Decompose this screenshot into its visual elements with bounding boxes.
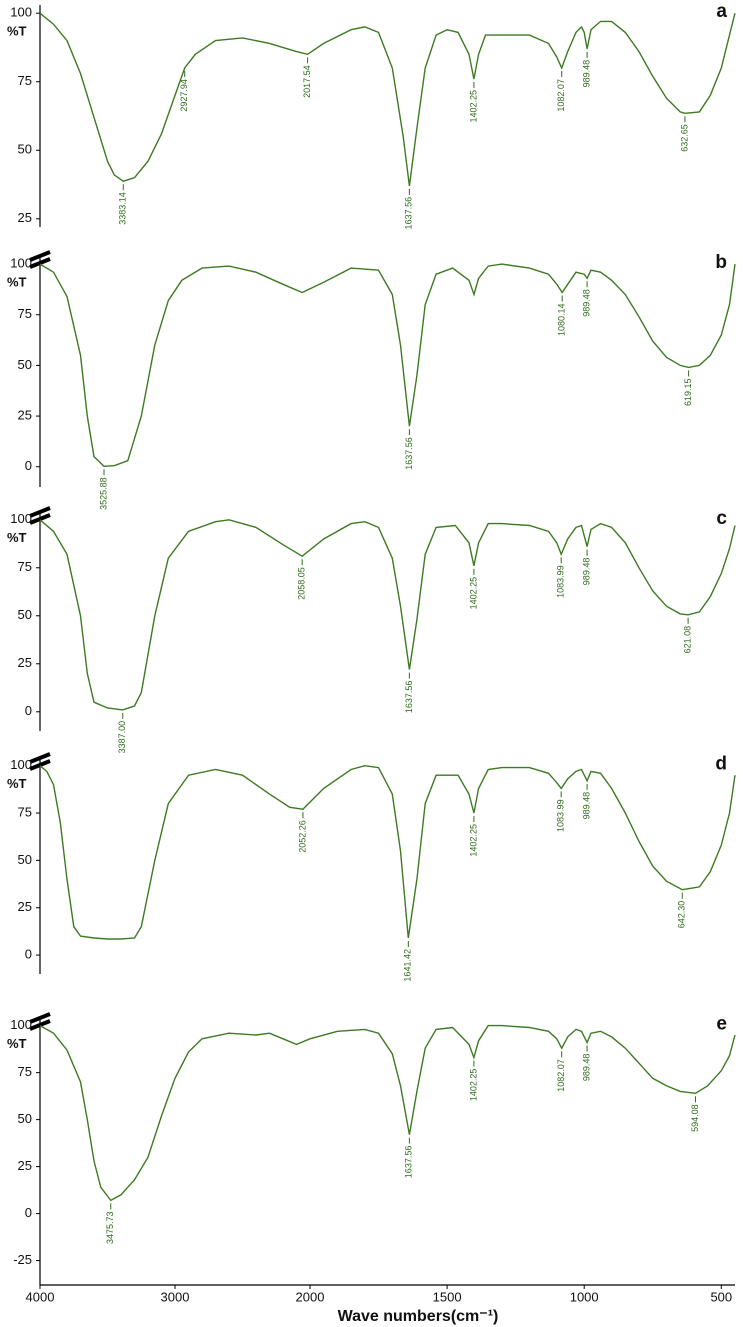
panel-label: d	[715, 754, 727, 775]
x-tick-label: 4000	[26, 1289, 55, 1304]
peak-label: 1402.25	[468, 577, 478, 610]
axis-break	[29, 1019, 51, 1031]
peak-label: 1402.25	[468, 824, 478, 857]
peak-label: 3525.88	[98, 477, 108, 510]
peak-label: 989.48	[581, 289, 591, 317]
peak-label: 2052.26	[297, 820, 307, 853]
peak-label: 1083.99	[556, 565, 566, 598]
y-tick-label: 0	[25, 1205, 32, 1220]
y-axis-label: %T	[7, 24, 27, 39]
axis-break	[29, 752, 51, 764]
y-axis-label: %T	[7, 530, 27, 545]
peak-label: 621.08	[682, 626, 692, 654]
peak-label: 1637.56	[404, 437, 414, 470]
peak-label: 1641.42	[403, 949, 413, 982]
y-axis-label: %T	[7, 1036, 27, 1051]
peak-label: 594.08	[690, 1104, 700, 1132]
axis-break	[29, 759, 51, 771]
peak-label: 2017.54	[302, 65, 312, 98]
y-tick-label: -25	[13, 1252, 32, 1267]
y-tick-label: 0	[25, 458, 32, 473]
panel-label: a	[716, 1, 727, 22]
peak-label: 2058.05	[297, 567, 307, 600]
axis-break	[29, 250, 51, 262]
peak-label: 1082.07	[556, 1059, 566, 1092]
peak-label: 1637.56	[404, 1146, 414, 1179]
peak-label: 1083.99	[556, 799, 566, 832]
y-tick-label: 0	[25, 703, 32, 718]
y-tick-label: 100	[10, 1017, 32, 1032]
peak-label: 3387.00	[117, 721, 127, 754]
y-tick-label: 75	[18, 1064, 32, 1079]
axis-break	[29, 1012, 51, 1024]
axis-break	[29, 257, 51, 269]
peak-label: 619.15	[683, 378, 693, 406]
y-tick-label: 75	[18, 559, 32, 574]
peak-label: 3475.73	[105, 1211, 115, 1244]
panel-label: c	[716, 508, 727, 529]
x-tick-label: 2000	[296, 1289, 325, 1304]
peak-label: 989.48	[581, 60, 591, 88]
peak-label: 989.48	[581, 1054, 591, 1082]
y-tick-label: 100	[10, 757, 32, 772]
peak-label: 989.48	[581, 792, 591, 820]
y-tick-label: 50	[18, 1111, 32, 1126]
y-tick-label: 50	[18, 142, 32, 157]
x-tick-label: 500	[710, 1289, 732, 1304]
y-tick-label: 100	[10, 256, 32, 271]
peak-label: 1402.25	[468, 1069, 478, 1102]
y-tick-label: 25	[18, 1158, 32, 1173]
spectrum-line	[39, 764, 736, 940]
x-tick-label: 1500	[433, 1289, 462, 1304]
axis-break	[29, 513, 51, 525]
y-tick-label: 25	[18, 408, 32, 423]
x-axis-label: Wave numbers(cm⁻¹)	[338, 1308, 499, 1325]
y-axis-label: %T	[7, 776, 27, 791]
peak-label: 642.30	[677, 901, 687, 929]
y-tick-label: 50	[18, 852, 32, 867]
y-tick-label: 50	[18, 607, 32, 622]
peak-label: 1402.25	[468, 90, 478, 123]
x-tick-label: 1000	[570, 1289, 599, 1304]
x-tick-label: 3000	[161, 1289, 190, 1304]
peak-label: 1637.56	[404, 681, 414, 714]
peak-label: 3383.14	[118, 192, 128, 225]
peak-label: 1080.14	[557, 303, 567, 336]
peak-label: 1637.56	[404, 197, 414, 230]
panel-label: b	[715, 252, 727, 273]
spectrum-line	[39, 1024, 736, 1202]
y-tick-label: 0	[25, 946, 32, 961]
y-axis-label: %T	[7, 275, 27, 290]
y-tick-label: 100	[10, 5, 32, 20]
peak-label: 989.48	[581, 558, 591, 586]
peak-label: 632.65	[679, 124, 689, 152]
y-tick-label: 25	[18, 655, 32, 670]
spectrum-line	[39, 263, 736, 468]
spectrum-line	[39, 12, 736, 186]
y-tick-label: 75	[18, 804, 32, 819]
y-tick-label: 50	[18, 357, 32, 372]
y-tick-label: 75	[18, 73, 32, 88]
y-tick-label: 100	[10, 511, 32, 526]
axis-break	[29, 506, 51, 518]
peak-label: 1082.07	[556, 79, 566, 112]
y-tick-label: 25	[18, 899, 32, 914]
y-tick-label: 75	[18, 306, 32, 321]
peak-label: 2927.94	[179, 79, 189, 112]
spectrum-line	[39, 519, 736, 711]
y-tick-label: 25	[18, 210, 32, 225]
panel-label: e	[716, 1014, 727, 1035]
